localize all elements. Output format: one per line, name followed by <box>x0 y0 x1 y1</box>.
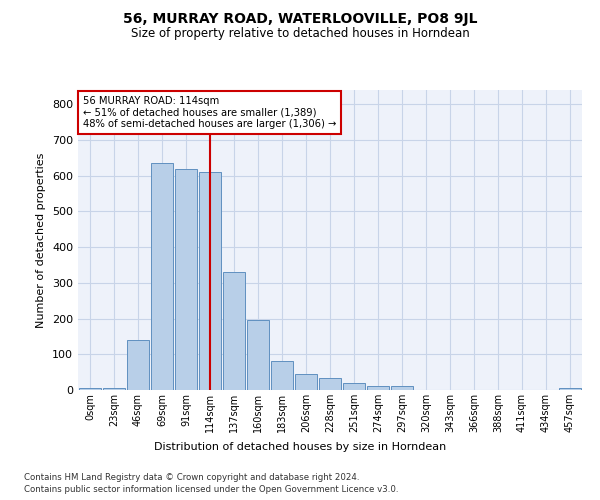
Bar <box>247 320 269 390</box>
Text: Distribution of detached houses by size in Horndean: Distribution of detached houses by size … <box>154 442 446 452</box>
Bar <box>367 386 389 390</box>
Bar <box>319 378 341 390</box>
Bar <box>559 388 581 390</box>
Y-axis label: Number of detached properties: Number of detached properties <box>37 152 46 328</box>
Text: 56, MURRAY ROAD, WATERLOOVILLE, PO8 9JL: 56, MURRAY ROAD, WATERLOOVILLE, PO8 9JL <box>123 12 477 26</box>
Text: Contains HM Land Registry data © Crown copyright and database right 2024.: Contains HM Land Registry data © Crown c… <box>24 472 359 482</box>
Bar <box>295 374 317 390</box>
Bar <box>103 388 125 390</box>
Bar <box>223 272 245 390</box>
Bar <box>175 168 197 390</box>
Bar <box>79 388 101 390</box>
Bar <box>151 163 173 390</box>
Bar <box>271 362 293 390</box>
Bar <box>343 383 365 390</box>
Text: Contains public sector information licensed under the Open Government Licence v3: Contains public sector information licen… <box>24 485 398 494</box>
Text: 56 MURRAY ROAD: 114sqm
← 51% of detached houses are smaller (1,389)
48% of semi-: 56 MURRAY ROAD: 114sqm ← 51% of detached… <box>83 96 337 129</box>
Bar <box>199 172 221 390</box>
Text: Size of property relative to detached houses in Horndean: Size of property relative to detached ho… <box>131 28 469 40</box>
Bar <box>127 340 149 390</box>
Bar <box>391 386 413 390</box>
